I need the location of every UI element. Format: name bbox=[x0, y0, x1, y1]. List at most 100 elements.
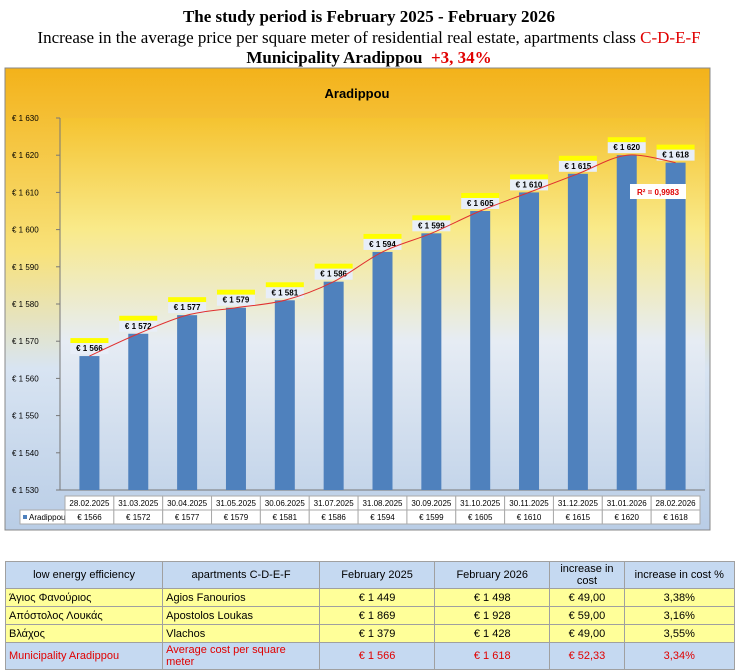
data-label: € 1 581 bbox=[271, 288, 298, 297]
x-tick-label: 30.06.2025 bbox=[265, 499, 306, 508]
x-tick-label: 31.10.2025 bbox=[460, 499, 501, 508]
cell: € 1 566 bbox=[318, 642, 436, 670]
y-tick-label: € 1 620 bbox=[12, 151, 39, 160]
table-row: Απόστολος Λουκάς Apostolos Loukas € 1 869 €… bbox=[4, 606, 736, 625]
title-line-3: Municipality Aradippou +3, 34% bbox=[0, 48, 738, 68]
data-label: € 1 572 bbox=[125, 322, 152, 331]
title-line-2: Increase in the average price per square… bbox=[0, 28, 738, 48]
data-label-bg bbox=[656, 149, 695, 161]
label-highlight bbox=[168, 297, 207, 303]
data-label-bg bbox=[168, 302, 207, 314]
cell: 3,38% bbox=[623, 588, 736, 607]
cell: Average cost per square meter bbox=[162, 642, 320, 670]
x-tick-label: 31.05.2025 bbox=[216, 499, 257, 508]
cell: € 59,00 bbox=[549, 606, 625, 625]
table-value: € 1594 bbox=[370, 513, 395, 522]
label-highlight bbox=[412, 215, 451, 221]
cell: Agios Fanourios bbox=[162, 588, 320, 607]
cell: € 1 618 bbox=[434, 642, 551, 670]
table-value: € 1586 bbox=[321, 513, 346, 522]
y-tick-label: € 1 630 bbox=[12, 114, 39, 123]
label-highlight bbox=[265, 282, 304, 288]
cell: € 1 498 bbox=[434, 588, 551, 607]
table-value: € 1610 bbox=[517, 513, 542, 522]
data-label-bg bbox=[70, 343, 109, 355]
y-tick-label: € 1 580 bbox=[12, 300, 39, 309]
table-header: low energy efficiency apartments C-D-E-F F… bbox=[4, 561, 736, 589]
bar bbox=[177, 315, 198, 490]
bar bbox=[470, 211, 491, 490]
bar bbox=[323, 281, 344, 490]
bar bbox=[128, 333, 149, 490]
data-label-bg bbox=[265, 287, 304, 299]
bar bbox=[665, 162, 686, 490]
x-tick-label: 31.01.2026 bbox=[607, 499, 648, 508]
x-tick-label: 30.09.2025 bbox=[411, 499, 452, 508]
r2-label: R² = 0,9983 bbox=[637, 188, 680, 197]
data-label-bg bbox=[216, 294, 255, 306]
bar-chart: Aradippou € 1 530 € 1 540 € 1 550 € 1 560 € … bbox=[4, 67, 711, 531]
data-label: € 1 618 bbox=[662, 151, 689, 160]
cell: € 1 869 bbox=[318, 606, 436, 625]
label-highlight bbox=[216, 289, 255, 295]
cell: low energy efficiency bbox=[4, 561, 164, 589]
subtitle-text: Increase in the average price per square… bbox=[37, 28, 641, 47]
summary-table: low energy efficiency apartments C-D-E-F F… bbox=[4, 561, 736, 670]
x-tick-label: 31.03.2025 bbox=[118, 499, 159, 508]
cell: February 2025 bbox=[318, 561, 436, 589]
table-value: € 1615 bbox=[566, 513, 591, 522]
label-highlight bbox=[607, 137, 646, 143]
legend-label: Aradippou bbox=[29, 513, 65, 522]
cell: € 1 449 bbox=[318, 588, 436, 607]
label-highlight bbox=[70, 338, 109, 344]
data-label: € 1 566 bbox=[76, 344, 103, 353]
x-tick-label: 31.07.2025 bbox=[314, 499, 355, 508]
data-label: € 1 577 bbox=[174, 303, 201, 312]
trendline bbox=[89, 154, 676, 357]
label-highlight bbox=[314, 263, 353, 269]
cell: Apostolos Loukas bbox=[162, 606, 320, 625]
data-label: € 1 620 bbox=[613, 143, 640, 152]
bar bbox=[79, 356, 100, 490]
cell: Vlachos bbox=[162, 624, 320, 643]
table-value: € 1577 bbox=[175, 513, 200, 522]
cell: Απόστολος Λουκάς bbox=[4, 606, 164, 625]
data-label-bg bbox=[412, 220, 451, 232]
table-value: € 1599 bbox=[419, 513, 444, 522]
cell: February 2026 bbox=[434, 561, 551, 589]
bar bbox=[372, 251, 393, 490]
table-total-row: Municipality Aradippou Average cost per s… bbox=[4, 642, 736, 670]
bar bbox=[567, 173, 588, 491]
table-value: € 1579 bbox=[224, 513, 249, 522]
table-value: € 1618 bbox=[663, 513, 688, 522]
bar bbox=[519, 192, 540, 490]
cell: 3,16% bbox=[623, 606, 736, 625]
cell: increase in cost bbox=[549, 561, 625, 589]
data-label: € 1 615 bbox=[565, 162, 592, 171]
label-highlight bbox=[363, 233, 402, 239]
legend-swatch bbox=[23, 515, 27, 519]
cell: € 52,33 bbox=[549, 642, 625, 670]
table-row: Άγιος Φανούριος Agios Fanourios € 1 449 € 1… bbox=[4, 588, 736, 607]
cell: € 1 428 bbox=[434, 624, 551, 643]
chart-title: Aradippou bbox=[325, 86, 390, 101]
table-value: € 1572 bbox=[126, 513, 151, 522]
cell: Municipality Aradippou bbox=[4, 642, 164, 670]
data-label: € 1 594 bbox=[369, 240, 396, 249]
cell: Άγιος Φανούριος bbox=[4, 588, 164, 607]
cell: € 49,00 bbox=[549, 624, 625, 643]
cell: apartments C-D-E-F bbox=[162, 561, 320, 589]
y-tick-label: € 1 600 bbox=[12, 226, 39, 235]
table-value: € 1605 bbox=[468, 513, 493, 522]
value-cell bbox=[650, 509, 701, 525]
y-tick-label: € 1 560 bbox=[12, 374, 39, 383]
table-value: € 1581 bbox=[273, 513, 298, 522]
data-label-bg bbox=[363, 238, 402, 250]
y-tick-label: € 1 550 bbox=[12, 412, 39, 421]
bar bbox=[421, 233, 442, 490]
municipality-name: Municipality Aradippou bbox=[246, 48, 423, 67]
cell: € 49,00 bbox=[549, 588, 625, 607]
x-tick-label: 28.02.2026 bbox=[656, 499, 697, 508]
label-highlight bbox=[510, 174, 549, 180]
data-label: € 1 586 bbox=[320, 270, 347, 279]
